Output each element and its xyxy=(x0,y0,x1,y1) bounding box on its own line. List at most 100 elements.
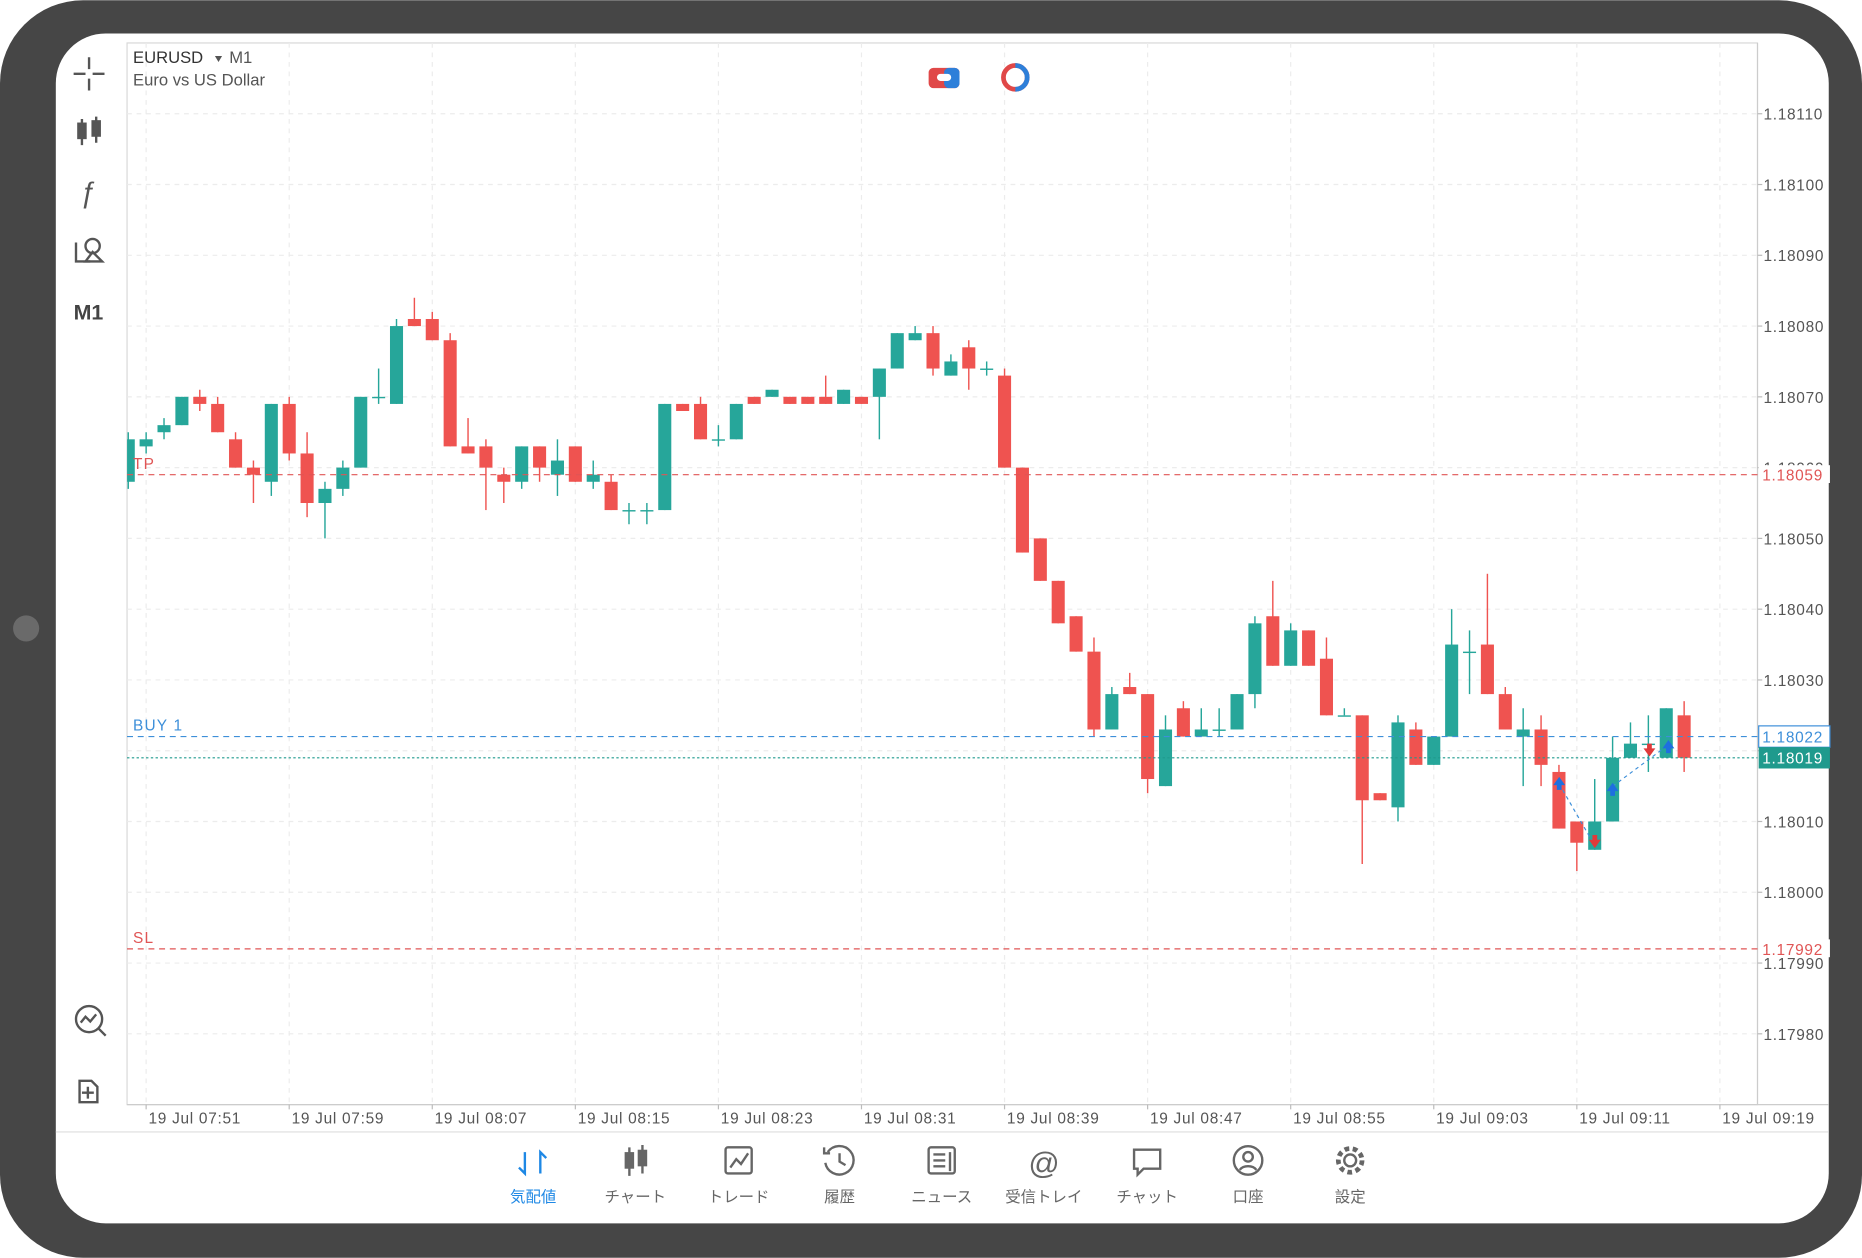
candle-body xyxy=(1552,771,1566,829)
candle-body xyxy=(127,439,135,482)
candle-body xyxy=(533,446,547,468)
symbol-description: Euro vs US Dollar xyxy=(133,71,265,90)
x-tick-label: 19 Jul 08:39 xyxy=(1007,1111,1100,1128)
candle-body xyxy=(1230,694,1244,730)
candle-body xyxy=(354,396,368,468)
candle-body xyxy=(443,340,457,447)
candle-body xyxy=(1266,616,1280,666)
candle-body xyxy=(801,396,815,404)
news-icon[interactable] xyxy=(927,1146,956,1175)
crosshair-icon[interactable] xyxy=(73,57,105,91)
nav-label[interactable]: 気配値 xyxy=(510,1188,556,1206)
candle-body xyxy=(1319,658,1333,716)
quotes-icon[interactable] xyxy=(518,1149,548,1177)
x-tick-label: 19 Jul 09:11 xyxy=(1579,1111,1670,1128)
candle-body xyxy=(998,375,1012,468)
nav-label[interactable]: チャート xyxy=(605,1189,667,1206)
candle-body xyxy=(1212,729,1226,731)
candle-body xyxy=(1516,729,1530,737)
candle-body xyxy=(872,368,886,397)
candle-body xyxy=(1391,722,1405,808)
candle-body xyxy=(1445,644,1459,737)
candle-body xyxy=(300,453,314,504)
x-tick-label: 19 Jul 08:23 xyxy=(721,1111,814,1128)
mailbox-icon[interactable]: @ xyxy=(1028,1145,1059,1180)
nav-label[interactable]: 設定 xyxy=(1335,1188,1366,1206)
chart-icon[interactable] xyxy=(624,1144,648,1176)
candle-body xyxy=(1337,715,1351,717)
candle-body xyxy=(1302,630,1316,666)
candle-body xyxy=(1069,616,1083,652)
nav-label[interactable]: 受信トレイ xyxy=(1005,1188,1082,1206)
candle-body xyxy=(425,318,439,341)
y-tick-label: 1.18090 xyxy=(1763,248,1824,265)
level-name: TP xyxy=(133,456,155,473)
nav-label[interactable]: ニュース xyxy=(911,1189,972,1206)
candle-body xyxy=(1248,623,1262,695)
y-tick-label: 1.18040 xyxy=(1763,602,1824,619)
display xyxy=(55,33,1829,1224)
y-tick-label: 1.18100 xyxy=(1763,177,1824,194)
candle-body xyxy=(1623,743,1638,758)
candle-body xyxy=(497,474,511,482)
level-price: 1.18019 xyxy=(1762,751,1823,768)
y-tick-label: 1.18000 xyxy=(1763,885,1824,902)
candle-body xyxy=(837,389,851,404)
new-order-icon[interactable] xyxy=(78,1079,99,1104)
candle-body xyxy=(246,467,260,475)
chat-icon[interactable] xyxy=(1132,1148,1162,1178)
settings-icon[interactable] xyxy=(1335,1146,1365,1175)
candle-body xyxy=(1015,467,1029,553)
analytics-icon[interactable] xyxy=(74,1004,107,1037)
candle-body xyxy=(264,403,278,482)
candle-body xyxy=(479,446,493,468)
objects-icon[interactable] xyxy=(74,237,105,263)
candle-body xyxy=(962,347,976,369)
nav-label[interactable]: 履歴 xyxy=(824,1189,855,1206)
candle-body xyxy=(1051,580,1065,624)
trade-icon[interactable] xyxy=(724,1146,753,1175)
symbol[interactable]: EURUSD xyxy=(133,48,203,67)
chart: 1.179801.179901.180001.180101.180201.180… xyxy=(127,42,1831,1128)
candle-body xyxy=(980,368,994,370)
y-tick-label: 1.18110 xyxy=(1763,107,1823,124)
candle-body xyxy=(658,403,672,511)
candle-body xyxy=(1570,821,1584,843)
candle-body xyxy=(1105,694,1119,730)
x-tick-label: 19 Jul 09:03 xyxy=(1436,1111,1529,1128)
candle-body xyxy=(819,396,833,404)
history-icon[interactable] xyxy=(822,1144,855,1176)
candle-body xyxy=(1480,644,1494,695)
symbol-dropdown[interactable] xyxy=(214,56,223,62)
nav-icons: @ xyxy=(518,1144,1365,1180)
account-icon[interactable] xyxy=(1232,1144,1264,1176)
candle-body xyxy=(622,510,636,512)
candle-body xyxy=(1033,538,1047,581)
candle-body xyxy=(372,396,386,399)
candle-body xyxy=(747,396,761,404)
x-tick-label: 19 Jul 08:47 xyxy=(1150,1111,1243,1128)
candle-body xyxy=(1087,651,1101,730)
nav-label[interactable]: 口座 xyxy=(1233,1188,1264,1206)
x-tick-label: 19 Jul 08:15 xyxy=(578,1111,671,1128)
candle-body xyxy=(765,389,779,397)
y-tick-label: 1.18010 xyxy=(1763,814,1824,831)
one-click-icon[interactable] xyxy=(928,67,960,89)
candle-body xyxy=(1677,715,1691,758)
camera xyxy=(13,615,40,642)
candle-body xyxy=(229,439,243,468)
candle-body xyxy=(1409,729,1423,765)
candle-body xyxy=(890,333,904,369)
y-tick-label: 1.18030 xyxy=(1763,673,1824,690)
chart-type-icon[interactable] xyxy=(77,116,101,146)
nav-label[interactable]: トレード xyxy=(708,1189,770,1206)
candle-body xyxy=(550,460,564,475)
signal-icon[interactable] xyxy=(1001,63,1030,92)
nav-label[interactable]: チャット xyxy=(1116,1189,1178,1206)
indicators-icon[interactable]: ƒ xyxy=(80,177,96,209)
candle-body xyxy=(139,439,153,447)
timeframe-button[interactable]: M1 xyxy=(74,301,104,325)
candle-body xyxy=(1534,729,1548,765)
